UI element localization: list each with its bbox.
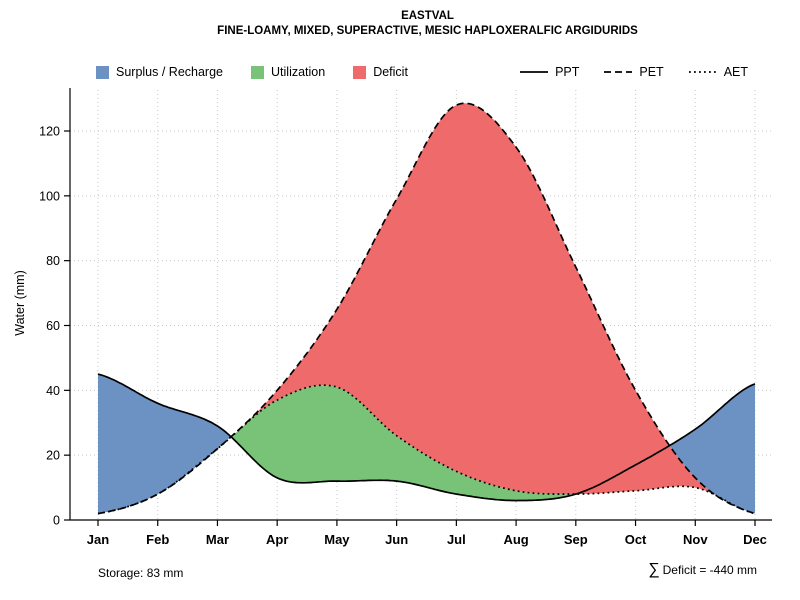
y-tick-label: 80 [46,254,60,268]
legend-item-pet: PET [603,65,664,79]
legend-item-surplus: Surplus / Recharge [96,65,223,79]
month-label: Aug [503,532,528,547]
month-label: Jun [385,532,408,547]
deficit-annotation-text: Deficit = -440 mm [662,563,757,577]
legend-item-aet: AET [688,65,748,79]
storage-annotation: Storage: 83 mm [98,566,184,580]
legend: Surplus / Recharge Utilization Deficit P… [96,63,748,81]
region-utilization [231,385,576,501]
legend-label-aet: AET [723,65,748,79]
legend-label-pet: PET [639,65,664,79]
y-tick-label: 20 [46,449,60,463]
month-label: Oct [625,532,647,547]
month-label: Jul [447,532,466,547]
legend-line-group: PPT PET AET [495,65,748,79]
month-label: Sep [564,532,588,547]
month-label: Jan [87,532,109,547]
deficit-annotation: ∑ Deficit = -440 mm [648,561,757,579]
region-deficit [241,103,715,495]
legend-label-utilization: Utilization [271,65,326,79]
month-label: Dec [743,532,767,547]
month-label: Nov [683,532,708,547]
legend-label-ppt: PPT [555,65,580,79]
sigma-symbol: ∑ [648,561,660,578]
y-tick-label: 40 [46,384,60,398]
y-tick-label: 120 [39,125,60,139]
aet-line-sample [688,71,717,73]
month-label: May [324,532,350,547]
month-label: Mar [206,532,229,547]
ppt-line-sample [520,71,549,73]
chart-title-line2: FINE-LOAMY, MIXED, SUPERACTIVE, MESIC HA… [217,25,638,37]
ppt-curve [97,373,756,502]
pet-line-sample [604,71,633,73]
y-tick-label: 60 [46,319,60,333]
aet-curve [97,384,756,515]
y-axis-label: Water (mm) [13,270,27,336]
month-label: Apr [266,532,288,547]
month-label: Feb [146,532,169,547]
legend-label-deficit: Deficit [373,65,408,79]
legend-item-ppt: PPT [519,65,579,79]
chart-title-line1: EASTVAL [401,10,454,22]
deficit-swatch [353,65,367,79]
surplus-swatch [96,65,109,79]
legend-fill-group: Surplus / Recharge Utilization Deficit [96,65,436,79]
legend-label-surplus: Surplus / Recharge [116,65,224,79]
legend-item-utilization: Utilization [251,65,325,79]
legend-item-deficit: Deficit [353,65,408,79]
y-tick-label: 100 [39,189,60,203]
y-tick-label: 0 [53,514,60,528]
chart-title: EASTVAL FINE-LOAMY, MIXED, SUPERACTIVE, … [55,9,800,38]
utilization-swatch [251,65,265,79]
